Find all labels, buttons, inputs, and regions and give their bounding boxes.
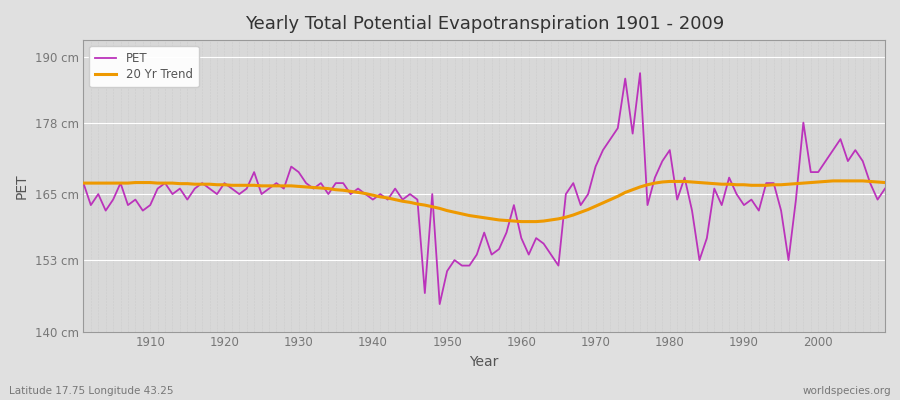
Y-axis label: PET: PET — [15, 173, 29, 199]
PET — [634, 71, 645, 76]
20 Yr Trend — [523, 219, 534, 224]
Line: 20 Yr Trend: 20 Yr Trend — [84, 181, 885, 222]
PET — [516, 236, 526, 240]
Title: Yearly Total Potential Evapotranspiration 1901 - 2009: Yearly Total Potential Evapotranspiratio… — [245, 15, 724, 33]
PET — [346, 192, 356, 196]
PET — [78, 181, 89, 186]
20 Yr Trend — [301, 184, 311, 189]
PET — [435, 302, 446, 306]
20 Yr Trend — [346, 189, 356, 194]
20 Yr Trend — [508, 219, 519, 224]
20 Yr Trend — [516, 219, 526, 224]
20 Yr Trend — [879, 180, 890, 185]
Text: worldspecies.org: worldspecies.org — [803, 386, 891, 396]
20 Yr Trend — [138, 180, 148, 185]
X-axis label: Year: Year — [470, 355, 499, 369]
20 Yr Trend — [78, 181, 89, 186]
PET — [523, 252, 534, 257]
Line: PET: PET — [84, 73, 885, 304]
PET — [612, 126, 623, 130]
Legend: PET, 20 Yr Trend: PET, 20 Yr Trend — [89, 46, 199, 87]
Text: Latitude 17.75 Longitude 43.25: Latitude 17.75 Longitude 43.25 — [9, 386, 174, 396]
PET — [138, 208, 148, 213]
20 Yr Trend — [612, 194, 623, 199]
PET — [879, 186, 890, 191]
PET — [301, 181, 311, 186]
20 Yr Trend — [828, 178, 839, 183]
